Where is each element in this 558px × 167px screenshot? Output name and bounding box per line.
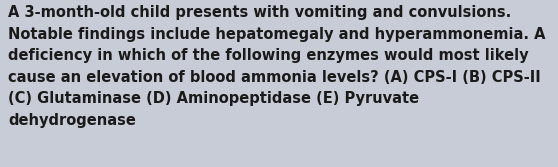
Text: A 3-month-old child presents with vomiting and convulsions.
Notable findings inc: A 3-month-old child presents with vomiti… — [8, 5, 546, 128]
